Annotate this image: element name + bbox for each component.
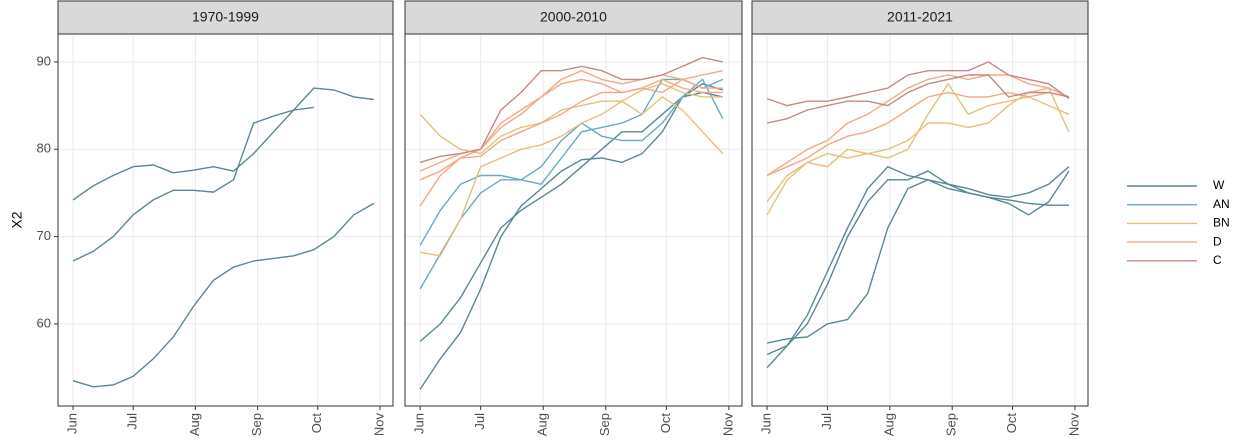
x-tick-label: Oct (1004, 413, 1019, 434)
legend-label: C (1213, 253, 1222, 267)
x-tick-label: Jul (819, 413, 834, 430)
x-tick-label: Jun (64, 413, 79, 434)
x-tick-label: Jun (759, 413, 774, 434)
y-tick-label: 70 (37, 228, 51, 243)
strip (57, 0, 394, 35)
series-line (419, 83, 724, 390)
x-tick-label: Nov (371, 413, 386, 437)
legend-label: BN (1213, 216, 1230, 230)
strip-label: 1970-1999 (192, 9, 259, 25)
series-line (72, 202, 375, 388)
strip-label: 2000-2010 (540, 9, 607, 25)
series-line (419, 78, 723, 181)
x-tick-label: Oct (309, 413, 324, 434)
y-tick-label: 90 (37, 53, 51, 68)
series-line (419, 70, 723, 207)
panel-background (58, 34, 393, 406)
series-line (766, 74, 1070, 124)
panel-background (752, 34, 1088, 406)
x-tick-label: Jul (125, 413, 140, 430)
series-line (72, 87, 374, 201)
x-tick-label: Oct (658, 413, 673, 434)
x-tick-label: Nov (720, 413, 735, 437)
x-tick-label: Aug (881, 413, 896, 436)
y-axis-label: X2 (9, 211, 25, 228)
series-line (766, 61, 1070, 107)
series-line (419, 78, 724, 290)
x-tick-label: Sep (597, 413, 612, 436)
series-line (72, 106, 314, 262)
x-tick-label: Sep (249, 413, 264, 436)
legend-label: D (1213, 234, 1222, 248)
series-line (419, 56, 723, 164)
y-tick-label: 60 (37, 315, 51, 330)
x-tick-label: Aug (535, 413, 550, 436)
x-tick-label: Jul (472, 413, 487, 430)
legend-label: W (1213, 178, 1225, 192)
series-line (766, 170, 1070, 356)
x-tick-label: Nov (1066, 413, 1081, 437)
series-line (419, 83, 723, 257)
series-line (766, 82, 1070, 203)
series-line (766, 74, 1070, 177)
series-line (766, 166, 1070, 344)
x-tick-label: Aug (187, 413, 202, 436)
legend-label: AN (1213, 197, 1230, 211)
strip (404, 0, 743, 35)
x-tick-label: Jun (412, 413, 427, 434)
series-line (419, 78, 724, 246)
strip-label: 2011-2021 (887, 9, 953, 25)
x-tick-label: Sep (944, 413, 959, 436)
series-line (419, 91, 723, 342)
strip (751, 0, 1089, 35)
series-line (766, 165, 1069, 369)
y-tick-label: 80 (37, 141, 51, 156)
